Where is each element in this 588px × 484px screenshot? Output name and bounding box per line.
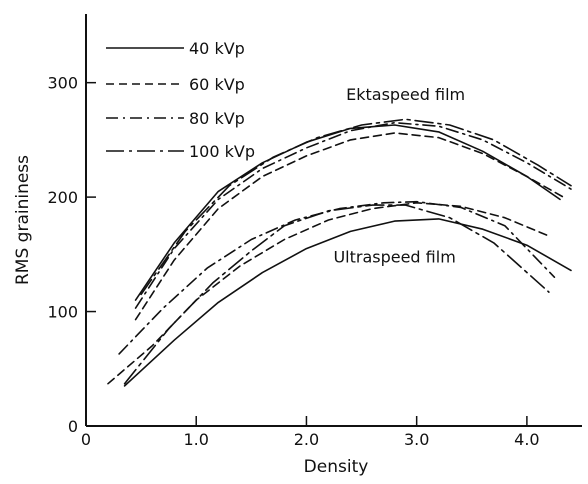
legend-label: 40 kVp bbox=[189, 39, 245, 58]
series-line bbox=[123, 218, 572, 387]
y-tick-label: 100 bbox=[47, 303, 78, 322]
y-tick-label: 300 bbox=[47, 74, 78, 93]
series-line bbox=[134, 132, 567, 321]
annotation-label: Ektaspeed film bbox=[346, 85, 465, 104]
series-line bbox=[134, 124, 561, 301]
annotations: Ektaspeed film Ultraspeed film bbox=[333, 85, 465, 267]
series-line bbox=[140, 118, 572, 296]
x-tick-label: 4.0 bbox=[514, 430, 539, 449]
annotation-label: Ultraspeed film bbox=[333, 247, 455, 266]
series-line bbox=[107, 202, 550, 385]
x-tick-label: 0 bbox=[81, 430, 91, 449]
x-tick-label: 1.0 bbox=[183, 430, 208, 449]
series-line bbox=[134, 121, 572, 309]
x-tick-label: 3.0 bbox=[404, 430, 429, 449]
y-tick-label: 0 bbox=[68, 417, 78, 436]
legend-label: 60 kVp bbox=[189, 75, 245, 94]
x-tick-label: 2.0 bbox=[294, 430, 319, 449]
series-line bbox=[123, 204, 550, 385]
series-layer bbox=[107, 118, 572, 387]
legend-label: 80 kVp bbox=[189, 109, 245, 128]
legend-label: 100 kVp bbox=[189, 142, 255, 161]
y-tick-label: 200 bbox=[47, 188, 78, 207]
legend: 40 kVp 60 kVp 80 kVp 100 kVp bbox=[106, 39, 255, 161]
axes-layer: 0 1.0 2.0 3.0 4.0 0 100 200 300 bbox=[47, 14, 582, 449]
y-axis-label: RMS graininess bbox=[13, 155, 33, 285]
x-axis-label: Density bbox=[304, 457, 369, 477]
